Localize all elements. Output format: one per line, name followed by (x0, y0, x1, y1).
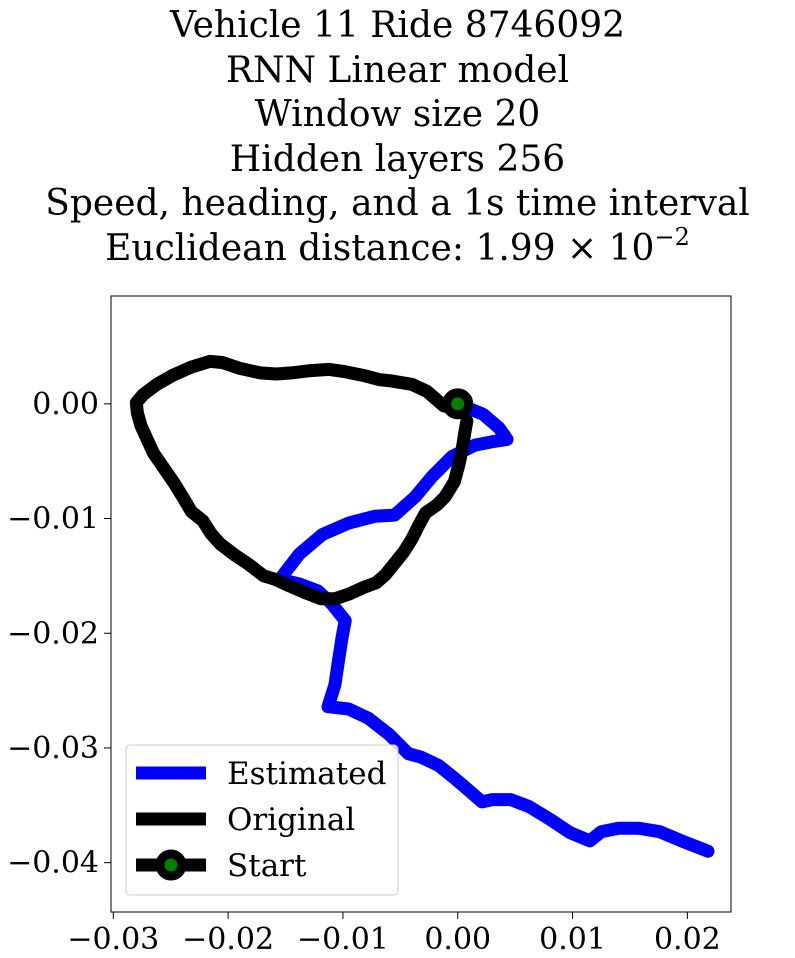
legend-frame (125, 744, 399, 896)
x-tick-label: −0.02 (182, 922, 274, 957)
distance-exponent: −2 (654, 222, 690, 251)
series-line-estimated (273, 397, 715, 858)
y-tick-label: −0.02 (7, 616, 99, 651)
x-axis: −0.03 −0.02 −0.01 0.00 0.01 0.02 (67, 912, 721, 957)
plot-frame (110, 295, 732, 913)
distance-prefix: Euclidean distance: (105, 227, 476, 269)
legend: Estimated Original Start (125, 744, 399, 896)
x-tick-label: −0.01 (297, 922, 389, 957)
y-tick-label: −0.04 (7, 846, 99, 881)
title-line-4: Hidden layers 256 (229, 138, 566, 180)
x-tick-label: 0.01 (539, 922, 606, 957)
x-tick-label: 0.02 (654, 922, 721, 957)
title-line-distance: Euclidean distance: 1.99 × 10−2 (0, 225, 795, 272)
legend-label-start: Start (227, 848, 307, 884)
y-tick-label: 0.00 (32, 387, 99, 422)
series-layer (129, 354, 715, 858)
chart-title: Vehicle 11 Ride 8746092 RNN Linear model… (0, 4, 795, 271)
distance-mantissa: 1.99 (475, 227, 556, 269)
x-tick-label: 0.00 (424, 922, 491, 957)
title-line-5: Speed, heading, and a 1s time interval (45, 183, 750, 224)
title-line-3: Window size 20 (254, 94, 541, 135)
x-tick-label: −0.03 (67, 922, 159, 957)
y-tick-label: −0.01 (7, 502, 99, 537)
legend-label-estimated: Estimated (227, 756, 386, 792)
distance-times: × 10 (555, 227, 655, 269)
title-line-2: RNN Linear model (225, 49, 570, 91)
title-line-1: Vehicle 11 Ride 8746092 (169, 5, 626, 46)
legend-label-original: Original (227, 802, 355, 838)
y-tick-label: −0.03 (7, 731, 99, 766)
legend-start-marker (155, 849, 187, 881)
series-line-original (129, 354, 474, 606)
start-marker (442, 388, 474, 420)
y-axis: 0.00 −0.01 −0.02 −0.03 −0.04 (7, 387, 111, 881)
